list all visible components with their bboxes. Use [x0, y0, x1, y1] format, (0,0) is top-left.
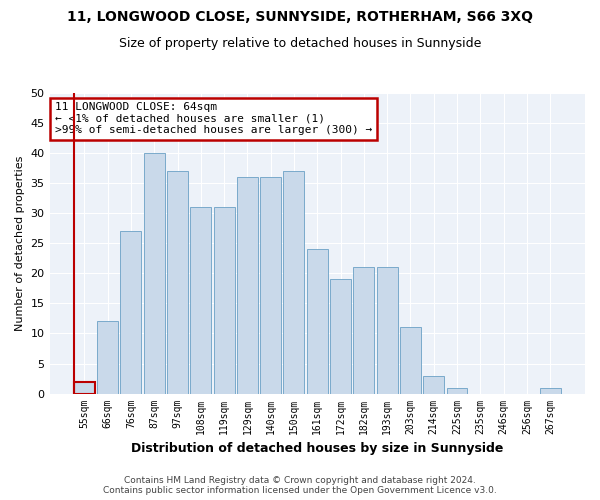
Y-axis label: Number of detached properties: Number of detached properties: [15, 156, 25, 331]
Bar: [539, 388, 560, 394]
Bar: [167, 171, 188, 394]
Bar: [74, 382, 95, 394]
Text: 11 LONGWOOD CLOSE: 64sqm
← <1% of detached houses are smaller (1)
>99% of semi-d: 11 LONGWOOD CLOSE: 64sqm ← <1% of detach…: [55, 102, 372, 135]
Bar: [144, 153, 165, 394]
Bar: [237, 177, 258, 394]
Bar: [446, 388, 467, 394]
Text: Contains HM Land Registry data © Crown copyright and database right 2024.
Contai: Contains HM Land Registry data © Crown c…: [103, 476, 497, 495]
Bar: [400, 328, 421, 394]
Bar: [377, 268, 398, 394]
Bar: [353, 268, 374, 394]
Bar: [190, 207, 211, 394]
Bar: [260, 177, 281, 394]
Bar: [283, 171, 304, 394]
Bar: [214, 207, 235, 394]
Bar: [423, 376, 444, 394]
Bar: [121, 232, 142, 394]
Bar: [97, 322, 118, 394]
Bar: [330, 280, 351, 394]
X-axis label: Distribution of detached houses by size in Sunnyside: Distribution of detached houses by size …: [131, 442, 503, 455]
Bar: [307, 250, 328, 394]
Text: Size of property relative to detached houses in Sunnyside: Size of property relative to detached ho…: [119, 38, 481, 51]
Text: 11, LONGWOOD CLOSE, SUNNYSIDE, ROTHERHAM, S66 3XQ: 11, LONGWOOD CLOSE, SUNNYSIDE, ROTHERHAM…: [67, 10, 533, 24]
